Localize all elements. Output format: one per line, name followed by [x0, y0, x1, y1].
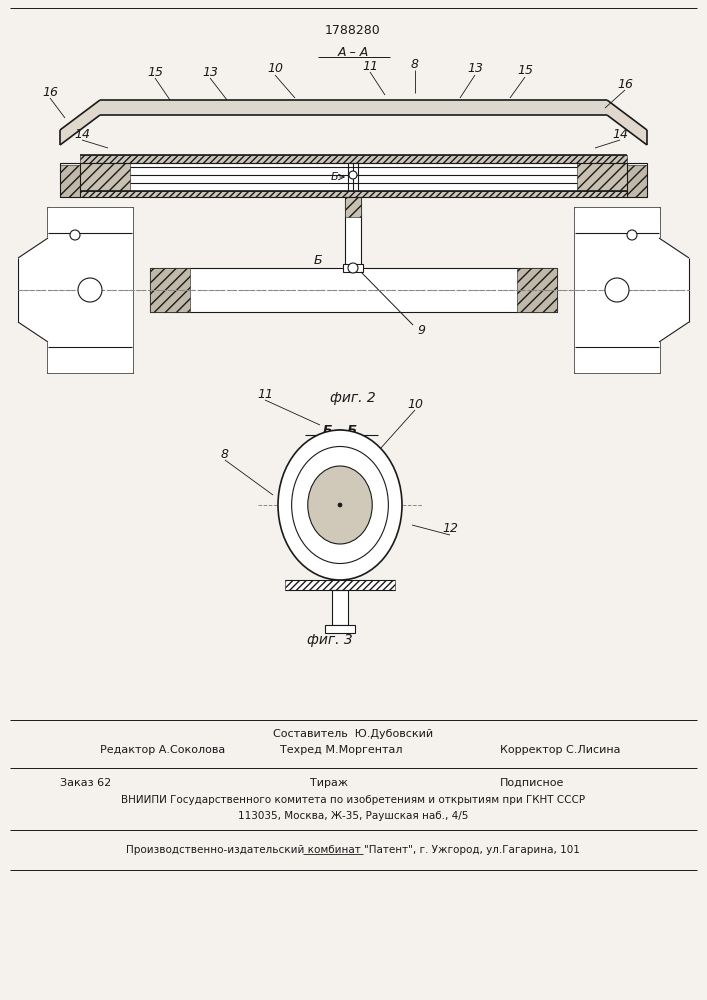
Text: Подписное: Подписное [500, 778, 564, 788]
Bar [575, 223, 590, 358]
Text: 14: 14 [74, 127, 90, 140]
Circle shape [348, 263, 358, 273]
Bar [285, 580, 395, 590]
Polygon shape [48, 208, 132, 372]
Text: 1788280: 1788280 [325, 23, 381, 36]
Bar [60, 165, 80, 197]
Text: 11: 11 [362, 60, 378, 73]
Text: 14: 14 [612, 127, 628, 140]
Polygon shape [100, 100, 607, 115]
Bar [345, 197, 361, 268]
Text: Заказ 62: Заказ 62 [60, 778, 111, 788]
Text: Техред М.Моргентал: Техред М.Моргентал [280, 745, 402, 755]
Text: Тираж: Тираж [310, 778, 348, 788]
Bar [348, 163, 358, 191]
Bar [80, 155, 627, 163]
Text: 16: 16 [42, 86, 58, 99]
Text: ВНИИПИ Государственного комитета по изобретениям и открытиям при ГКНТ СССР: ВНИИПИ Государственного комитета по изоб… [121, 795, 585, 805]
Text: Б – Б: Б – Б [323, 424, 357, 436]
Text: Б: Б [331, 172, 339, 182]
Text: 16: 16 [617, 78, 633, 91]
Circle shape [70, 230, 80, 240]
Polygon shape [18, 238, 48, 342]
Text: 11: 11 [257, 387, 273, 400]
Text: 113035, Москва, Ж-35, Раушская наб., 4/5: 113035, Москва, Ж-35, Раушская наб., 4/5 [238, 811, 468, 821]
Text: 15: 15 [147, 66, 163, 79]
Bar [150, 268, 557, 312]
Text: фиг. 2: фиг. 2 [330, 391, 376, 405]
Polygon shape [60, 100, 100, 145]
Text: 13: 13 [202, 66, 218, 79]
Text: 10: 10 [267, 62, 283, 76]
Text: Редактор А.Соколова: Редактор А.Соколова [100, 745, 226, 755]
Bar [627, 165, 647, 197]
Text: 15: 15 [517, 64, 533, 78]
Text: 13: 13 [467, 62, 483, 76]
Text: 9: 9 [417, 324, 425, 336]
Bar [60, 163, 80, 197]
Text: фиг. 3: фиг. 3 [307, 633, 353, 647]
Bar [325, 625, 355, 633]
Bar [517, 268, 557, 312]
Bar [117, 223, 132, 358]
Text: 8: 8 [221, 448, 229, 460]
Bar [577, 163, 627, 191]
Text: 10: 10 [407, 397, 423, 410]
Polygon shape [659, 238, 689, 342]
Text: Составитель  Ю.Дубовский: Составитель Ю.Дубовский [273, 729, 433, 739]
Bar [575, 223, 590, 358]
Bar [575, 208, 660, 373]
Bar [80, 163, 130, 191]
Bar [80, 163, 627, 191]
Ellipse shape [278, 430, 402, 580]
Circle shape [78, 278, 102, 302]
Bar [48, 208, 133, 373]
Bar [150, 268, 190, 312]
Bar [80, 191, 627, 197]
Circle shape [605, 278, 629, 302]
Polygon shape [575, 208, 659, 372]
Bar [332, 590, 348, 625]
Polygon shape [607, 100, 647, 145]
Circle shape [349, 171, 357, 179]
Circle shape [627, 230, 637, 240]
Text: 12: 12 [442, 522, 458, 536]
Text: Производственно-издательский комбинат "Патент", г. Ужгород, ул.Гагарина, 101: Производственно-издательский комбинат "П… [126, 845, 580, 855]
Text: 8: 8 [411, 57, 419, 70]
Bar [343, 264, 363, 272]
Bar [117, 223, 132, 358]
Ellipse shape [308, 466, 373, 544]
Text: Б: Б [314, 253, 322, 266]
Text: А – А: А – А [337, 45, 368, 58]
Text: Корректор С.Лисина: Корректор С.Лисина [500, 745, 621, 755]
Circle shape [338, 503, 342, 507]
Ellipse shape [292, 446, 388, 564]
Bar [345, 197, 361, 217]
Bar [627, 163, 647, 197]
